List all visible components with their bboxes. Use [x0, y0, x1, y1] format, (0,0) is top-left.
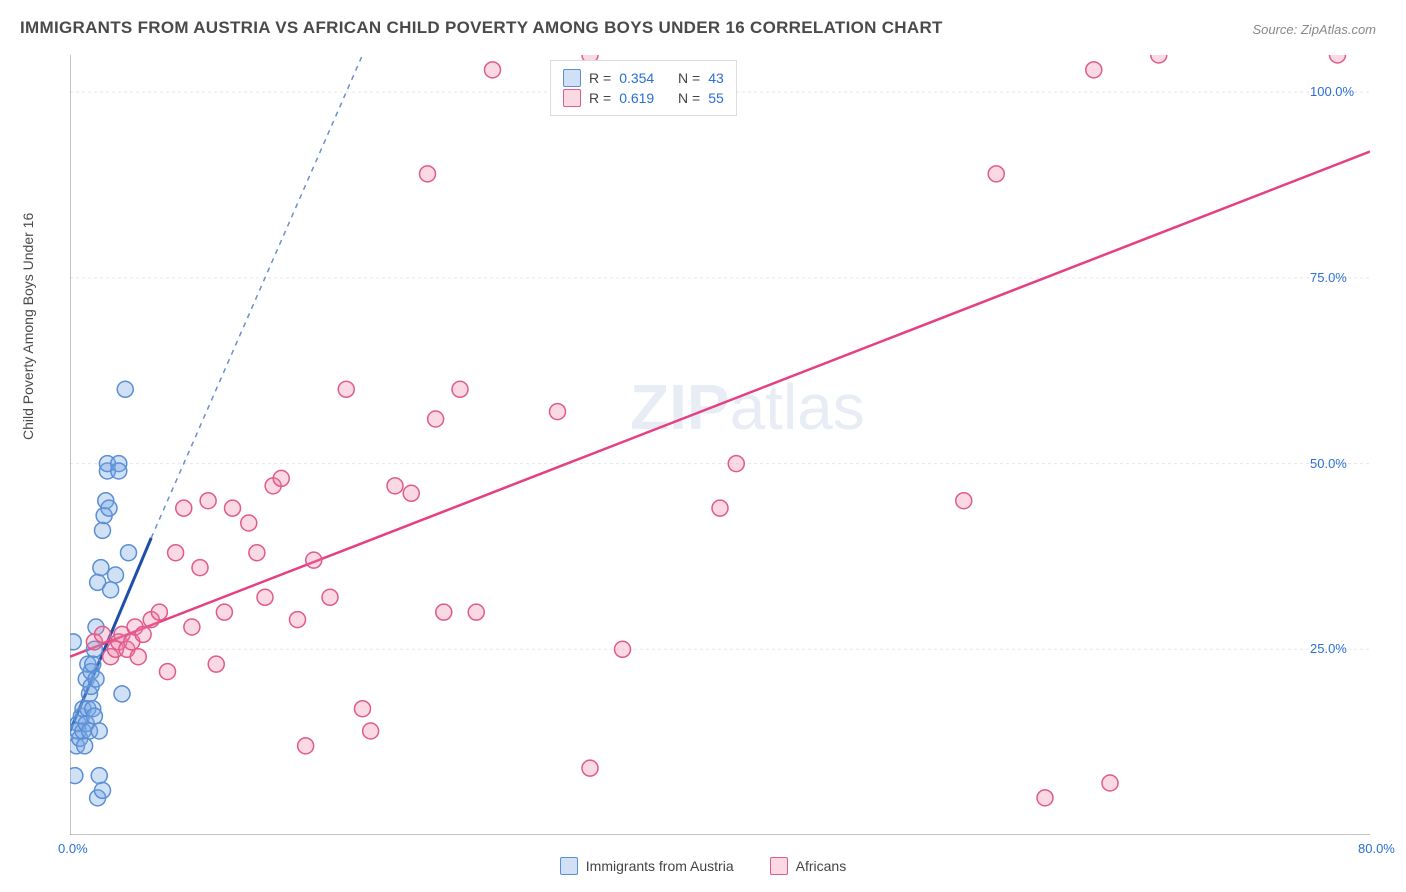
legend-n-label: N =: [678, 70, 700, 86]
tick-label: 25.0%: [1310, 641, 1347, 656]
y-axis-label: Child Poverty Among Boys Under 16: [20, 213, 36, 440]
legend-series-item: Immigrants from Austria: [560, 857, 734, 875]
legend-series-label: Immigrants from Austria: [586, 858, 734, 874]
legend-stat-row: R = 0.354 N = 43: [563, 69, 724, 87]
legend-swatch: [563, 89, 581, 107]
legend-swatch: [563, 69, 581, 87]
legend-stat-row: R = 0.619 N = 55: [563, 89, 724, 107]
legend-swatch: [560, 857, 578, 875]
legend-r-label: R =: [589, 90, 611, 106]
legend-stats: R = 0.354 N = 43 R = 0.619 N = 55: [550, 60, 737, 116]
tick-label: 75.0%: [1310, 270, 1347, 285]
legend-n-value: 43: [708, 70, 724, 86]
legend-r-value: 0.354: [619, 70, 654, 86]
scatter-plot: [70, 55, 1370, 835]
legend-series: Immigrants from Austria Africans: [0, 857, 1406, 878]
tick-label: 50.0%: [1310, 456, 1347, 471]
legend-series-label: Africans: [796, 858, 847, 874]
chart-title: IMMIGRANTS FROM AUSTRIA VS AFRICAN CHILD…: [20, 18, 943, 38]
legend-swatch: [770, 857, 788, 875]
legend-n-label: N =: [678, 90, 700, 106]
tick-label: 0.0%: [58, 841, 88, 856]
tick-label: 100.0%: [1310, 84, 1354, 99]
legend-r-label: R =: [589, 70, 611, 86]
legend-series-item: Africans: [770, 857, 847, 875]
tick-label: 80.0%: [1358, 841, 1395, 856]
legend-n-value: 55: [708, 90, 724, 106]
source-attribution: Source: ZipAtlas.com: [1252, 22, 1376, 37]
legend-r-value: 0.619: [619, 90, 654, 106]
